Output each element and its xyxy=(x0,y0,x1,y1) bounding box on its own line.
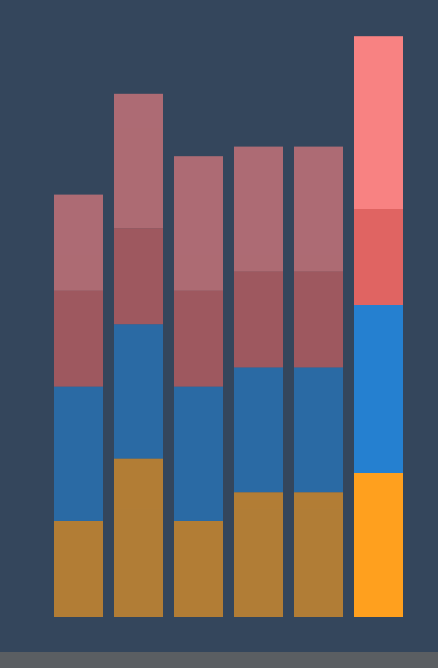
bar-segment-2-4 xyxy=(114,93,163,229)
bar-segment-3-4 xyxy=(174,156,223,291)
bar-segment-1-3 xyxy=(54,290,103,387)
bar-segment-6-2 xyxy=(354,305,403,473)
bar-segment-3-2 xyxy=(174,386,223,521)
bar-segment-4-4 xyxy=(234,146,283,272)
bar-segment-5-4 xyxy=(294,146,343,272)
bar-segment-4-1 xyxy=(234,492,283,617)
bar-segment-5-3 xyxy=(294,271,343,368)
bar-segment-2-2 xyxy=(114,324,163,459)
bar-segment-3-3 xyxy=(174,290,223,387)
bar-segment-2-3 xyxy=(114,228,163,325)
bar-segment-6-1 xyxy=(354,473,403,617)
bar-segment-1-4 xyxy=(54,194,103,291)
bar-segment-5-2 xyxy=(294,367,343,493)
bar-segment-5-1 xyxy=(294,492,343,617)
bar-group-2 xyxy=(114,93,163,617)
bar-segment-6-3 xyxy=(354,209,403,305)
bar-segment-4-2 xyxy=(234,367,283,493)
chart-area xyxy=(54,36,403,617)
bar-group-1 xyxy=(54,194,103,617)
bar-segment-1-2 xyxy=(54,386,103,521)
bar-group-6 xyxy=(354,36,403,617)
bar-group-4 xyxy=(234,146,283,617)
stacked-bar-chart xyxy=(54,36,403,617)
bar-segment-3-1 xyxy=(174,521,223,617)
bar-segment-6-4 xyxy=(354,36,403,210)
bar-group-3 xyxy=(174,156,223,617)
footer-bar xyxy=(0,652,438,668)
bar-group-5 xyxy=(294,146,343,617)
bar-segment-1-1 xyxy=(54,521,103,617)
bar-segment-4-3 xyxy=(234,271,283,368)
bar-segment-2-1 xyxy=(114,458,163,617)
